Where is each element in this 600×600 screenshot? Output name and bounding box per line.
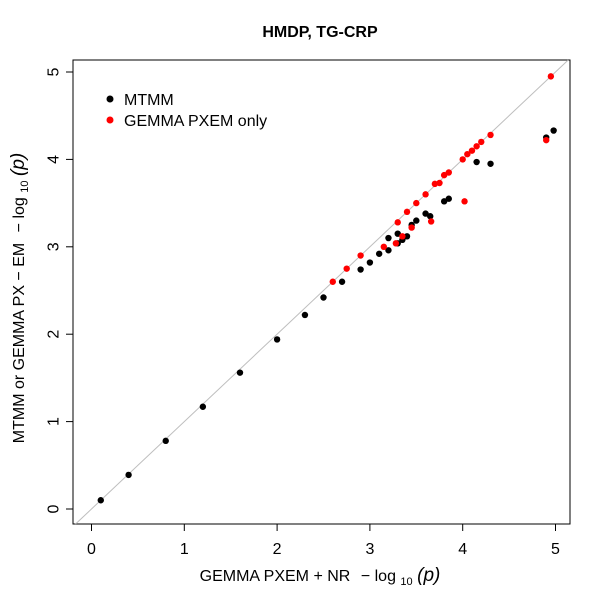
data-point xyxy=(427,218,435,225)
data-point xyxy=(403,233,411,240)
data-point xyxy=(413,217,420,224)
data-point xyxy=(473,158,480,166)
data-point xyxy=(380,243,388,250)
y-tick-label: 4 xyxy=(46,155,63,164)
data-point xyxy=(97,497,104,504)
data-point xyxy=(440,198,448,205)
data-point xyxy=(547,73,555,80)
data-point xyxy=(385,234,392,242)
x-tick-label: 3 xyxy=(365,541,374,558)
y-tick-label: 1 xyxy=(46,417,63,426)
legend: MTMM GEMMA PXEM only xyxy=(106,92,267,130)
x-tick-label: 4 xyxy=(458,541,467,558)
data-point xyxy=(427,213,434,220)
x-axis-label-mid: NR xyxy=(327,568,350,585)
data-point xyxy=(125,471,132,479)
data-point xyxy=(550,127,557,134)
data-point xyxy=(445,169,452,176)
y-axis-label-minus: − xyxy=(11,223,28,232)
data-point xyxy=(413,199,420,207)
data-point xyxy=(487,160,494,167)
legend-marker-gemma-pxem-only xyxy=(106,116,114,124)
x-tick-label: 0 xyxy=(87,541,96,558)
y-axis: 0 1 2 3 4 5 xyxy=(46,67,74,513)
y-axis-label-var: (p) xyxy=(8,153,29,176)
y-axis-label-log: log xyxy=(11,197,28,218)
x-axis-label-base: 10 xyxy=(400,576,412,588)
y-tick-label: 3 xyxy=(46,242,63,251)
data-point xyxy=(422,191,429,198)
x-tick-label: 5 xyxy=(551,541,560,558)
data-point xyxy=(357,252,364,259)
x-axis-label: GEMMA PXEM + NR − log 10 (p) xyxy=(200,565,441,589)
x-axis-label-log: log xyxy=(375,568,396,585)
legend-marker-mtmm xyxy=(106,95,114,103)
data-point xyxy=(375,250,383,257)
data-point xyxy=(394,230,401,237)
x-axis-label-prefix: GEMMA PXEM xyxy=(200,568,309,585)
data-point xyxy=(273,336,281,343)
data-point xyxy=(338,278,346,285)
data-point xyxy=(468,147,476,154)
data-point xyxy=(473,143,480,150)
data-point xyxy=(440,171,448,179)
data-point xyxy=(445,195,452,202)
y-axis-label-prefix: MTMM or GEMMA PX xyxy=(11,285,28,444)
data-point xyxy=(236,369,244,376)
x-tick-label: 2 xyxy=(273,541,282,558)
data-point xyxy=(464,150,471,158)
legend-label-mtmm: MTMM xyxy=(124,92,174,109)
series-mtmm xyxy=(97,127,557,504)
x-tick-label: 1 xyxy=(180,541,189,558)
y-axis-label: MTMM or GEMMA PX − EM − log 10 (p) xyxy=(8,153,32,443)
data-point xyxy=(320,294,327,301)
data-point xyxy=(366,259,374,266)
data-point xyxy=(422,210,429,217)
x-axis-label-var: (p) xyxy=(417,565,440,586)
data-point xyxy=(357,266,364,273)
data-point xyxy=(478,138,485,146)
data-point xyxy=(436,179,443,187)
data-point xyxy=(329,278,336,285)
x-axis: 0 1 2 3 4 5 xyxy=(87,523,560,558)
data-point xyxy=(343,265,350,272)
x-axis-label-minus: − xyxy=(361,568,370,585)
y-axis-label-mid: EM xyxy=(11,243,28,267)
data-point xyxy=(408,224,415,231)
legend-label-gemma-pxem-only: GEMMA PXEM only xyxy=(124,113,267,130)
y-tick-label: 5 xyxy=(46,67,63,76)
x-axis-label-op: + xyxy=(313,568,322,585)
identity-reference-line xyxy=(75,59,569,525)
y-tick-label: 2 xyxy=(46,330,63,339)
data-point xyxy=(487,131,494,139)
data-point xyxy=(403,208,411,216)
series-gemma-pxem-only xyxy=(329,73,555,285)
data-point xyxy=(392,240,400,247)
data-points xyxy=(97,73,557,504)
chart-title: HMDP, TG-CRP xyxy=(262,24,378,41)
data-point xyxy=(301,311,309,319)
y-tick-label: 0 xyxy=(46,504,63,513)
data-point xyxy=(459,156,466,163)
data-point xyxy=(543,136,550,144)
data-point xyxy=(162,437,169,445)
y-axis-label-base: 10 xyxy=(19,180,31,192)
data-point xyxy=(199,403,207,410)
y-axis-label-op: − xyxy=(11,271,28,280)
data-point xyxy=(385,247,392,254)
data-point xyxy=(399,233,406,240)
data-point xyxy=(394,219,401,226)
data-point xyxy=(461,198,468,205)
